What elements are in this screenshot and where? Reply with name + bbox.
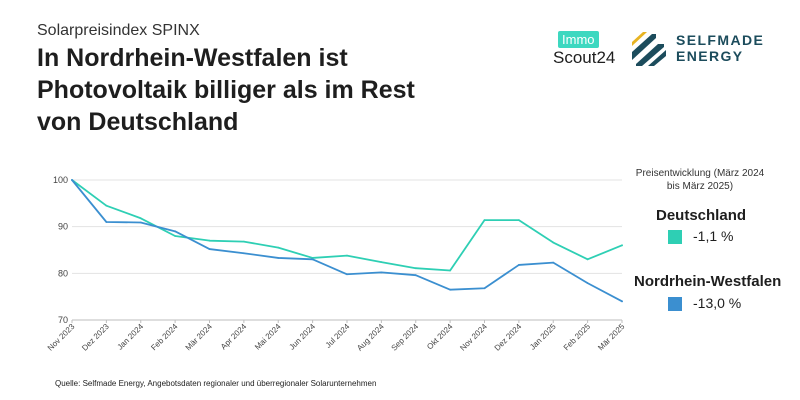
gridlines <box>72 179 622 321</box>
legend-swatch-nrw <box>668 297 682 311</box>
data-point <box>311 258 314 261</box>
x-tick-label: Okt 2024 <box>425 322 455 352</box>
series-line-nrw <box>71 179 623 303</box>
x-tick-label: Dez 2024 <box>493 322 524 353</box>
y-tick-label: 70 <box>58 315 68 325</box>
x-tick-label: Dez 2023 <box>80 322 111 353</box>
data-point <box>139 221 142 224</box>
data-point <box>552 241 555 244</box>
data-point <box>105 204 108 207</box>
data-point <box>346 273 348 276</box>
selfmade-energy-logo: SELFMADE ENERGY <box>630 30 775 66</box>
data-point <box>586 258 589 261</box>
kicker: Solarpreisindex SPINX <box>37 22 200 39</box>
legend-name-nrw: Nordrhein-Westfalen <box>634 273 782 290</box>
data-point <box>380 261 383 264</box>
data-point <box>174 235 177 237</box>
energy-line: ENERGY <box>676 48 744 64</box>
y-axis-ticks: 70 80 90 100 <box>53 175 68 325</box>
selfmade-line: SELFMADE <box>676 32 765 48</box>
x-tick-label: Jan 2024 <box>116 322 146 352</box>
data-point <box>621 300 623 303</box>
legend-value-nrw: -13,0 % <box>693 295 742 311</box>
x-tick-label: Mär 2024 <box>184 322 215 353</box>
data-point <box>311 257 314 259</box>
data-point <box>483 287 486 290</box>
x-axis-ticks: Nov 2023 Dez 2023 Jan 2024 Feb 2024 Mär 2024… <box>46 320 627 353</box>
x-tick-label: Jun 2024 <box>287 322 317 352</box>
x-tick-label: Sep 2024 <box>390 322 421 353</box>
data-point <box>139 217 142 220</box>
x-tick-label: Nov 2024 <box>458 322 489 353</box>
data-point <box>449 288 452 291</box>
data-point <box>242 240 245 243</box>
data-point <box>174 230 177 233</box>
data-point <box>105 221 108 223</box>
x-tick-label: Jul 2024 <box>324 322 352 350</box>
data-point <box>449 269 452 272</box>
legend-title: Preisentwicklung (März 2024 bis März 202… <box>635 168 765 192</box>
data-point <box>346 254 348 257</box>
data-point <box>621 244 623 247</box>
data-point <box>242 252 245 255</box>
selfmade-wordmark: SELFMADE ENERGY <box>676 32 764 64</box>
data-point <box>277 246 280 249</box>
legend-value-deutschland: -1,1 % <box>693 228 734 244</box>
y-tick-label: 80 <box>58 268 68 278</box>
x-tick-label: Apr 2024 <box>219 322 249 352</box>
data-point <box>414 267 417 270</box>
data-point <box>517 219 520 222</box>
data-point <box>277 257 280 259</box>
x-tick-label: Feb 2024 <box>149 322 180 353</box>
legend-swatch-deutschland <box>668 230 682 244</box>
immoscout24-logo: Immo Scout24 <box>553 31 615 71</box>
x-tick-label: Mai 2024 <box>253 322 283 352</box>
data-point <box>517 264 520 266</box>
data-point <box>552 261 555 264</box>
data-point <box>483 219 486 222</box>
headline: In Nordrhein-Westfalen ist Photovoltaik … <box>37 44 415 136</box>
y-tick-label: 90 <box>58 222 68 232</box>
source-note: Quelle: Selfmade Energy, Angebotsdaten r… <box>55 379 377 388</box>
x-tick-label: Feb 2025 <box>562 322 593 353</box>
data-point <box>208 248 211 250</box>
y-tick-label: 100 <box>53 175 68 185</box>
x-tick-label: Jan 2025 <box>528 322 558 352</box>
x-tick-label: Aug 2024 <box>355 322 386 353</box>
x-tick-label: Nov 2023 <box>46 322 77 353</box>
data-point <box>208 239 211 242</box>
data-point <box>71 179 73 181</box>
data-point <box>380 271 383 274</box>
selfmade-stripes-icon <box>632 32 666 66</box>
legend-name-deutschland: Deutschland <box>656 207 747 224</box>
series-lines <box>71 179 623 303</box>
data-point <box>414 274 417 277</box>
data-point <box>586 282 589 285</box>
immo-badge: Immo <box>558 31 599 48</box>
scout24-text: Scout24 <box>553 48 616 67</box>
x-tick-label: Mär 2025 <box>596 322 627 353</box>
